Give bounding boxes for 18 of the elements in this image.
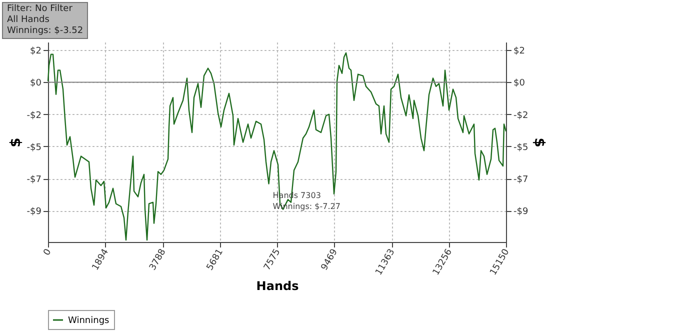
y2-tick-label: -$5 — [514, 142, 528, 153]
x-axis-title: Hands — [256, 278, 299, 293]
legend-label: Winnings — [68, 316, 110, 326]
y-tick-label: $0 — [30, 78, 42, 89]
y-tick-label: -$7 — [26, 175, 42, 186]
y2-tick-label: -$9 — [514, 207, 528, 218]
y2-tick-label: -$7 — [514, 175, 528, 186]
y2-axis-title: $ — [531, 138, 548, 148]
y-tick-label: -$9 — [26, 207, 42, 218]
y2-tick-label: $2 — [514, 46, 525, 57]
y-tick-label: -$5 — [26, 142, 42, 153]
x-tick-label: 0 — [42, 247, 54, 258]
y-axis-title: $ — [8, 138, 24, 148]
y2-tick-label: $0 — [514, 78, 526, 89]
y-tick-label: $2 — [30, 46, 42, 57]
y-tick-label: -$2 — [26, 110, 42, 121]
filter-info-box: Filter: No Filter All Hands Winnings: $-3.52 — [2, 2, 88, 39]
y2-tick-label: -$2 — [514, 110, 528, 121]
